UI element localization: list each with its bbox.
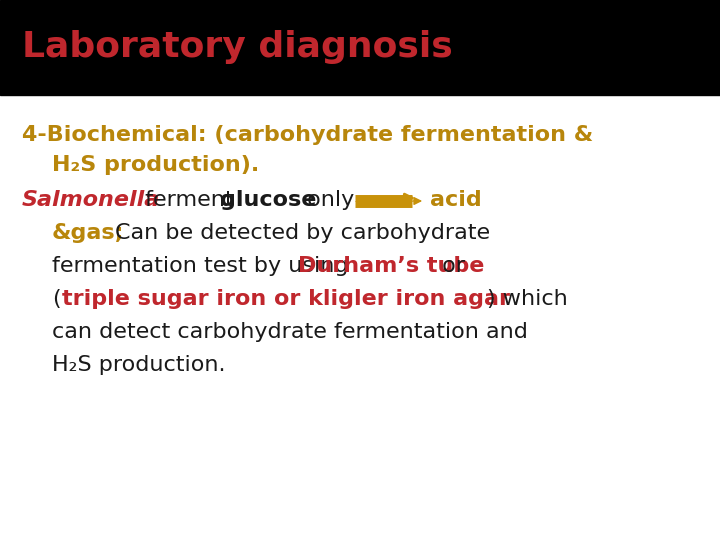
Text: Salmonella: Salmonella — [22, 190, 161, 210]
Text: or: or — [435, 256, 465, 276]
Text: Durham’s tube: Durham’s tube — [298, 256, 485, 276]
Text: (: ( — [52, 289, 60, 309]
Text: ) which: ) which — [487, 289, 568, 309]
FancyBboxPatch shape — [0, 0, 720, 94]
Text: H₂S production.: H₂S production. — [52, 355, 225, 375]
Text: glucose: glucose — [220, 190, 316, 210]
Text: Laboratory diagnosis: Laboratory diagnosis — [22, 30, 453, 64]
Text: ferment: ferment — [138, 190, 240, 210]
Text: acid: acid — [430, 190, 482, 210]
Text: only: only — [300, 190, 354, 210]
Text: fermentation test by using: fermentation test by using — [52, 256, 356, 276]
Text: triple sugar iron or kligler iron agar: triple sugar iron or kligler iron agar — [62, 289, 510, 309]
Text: &gas;: &gas; — [52, 223, 125, 243]
Text: 4-Biochemical: (carbohydrate fermentation &: 4-Biochemical: (carbohydrate fermentatio… — [22, 125, 593, 145]
Text: H₂S production).: H₂S production). — [52, 155, 259, 175]
Text: Can be detected by carbohydrate: Can be detected by carbohydrate — [115, 223, 490, 243]
Text: can detect carbohydrate fermentation and: can detect carbohydrate fermentation and — [52, 322, 528, 342]
